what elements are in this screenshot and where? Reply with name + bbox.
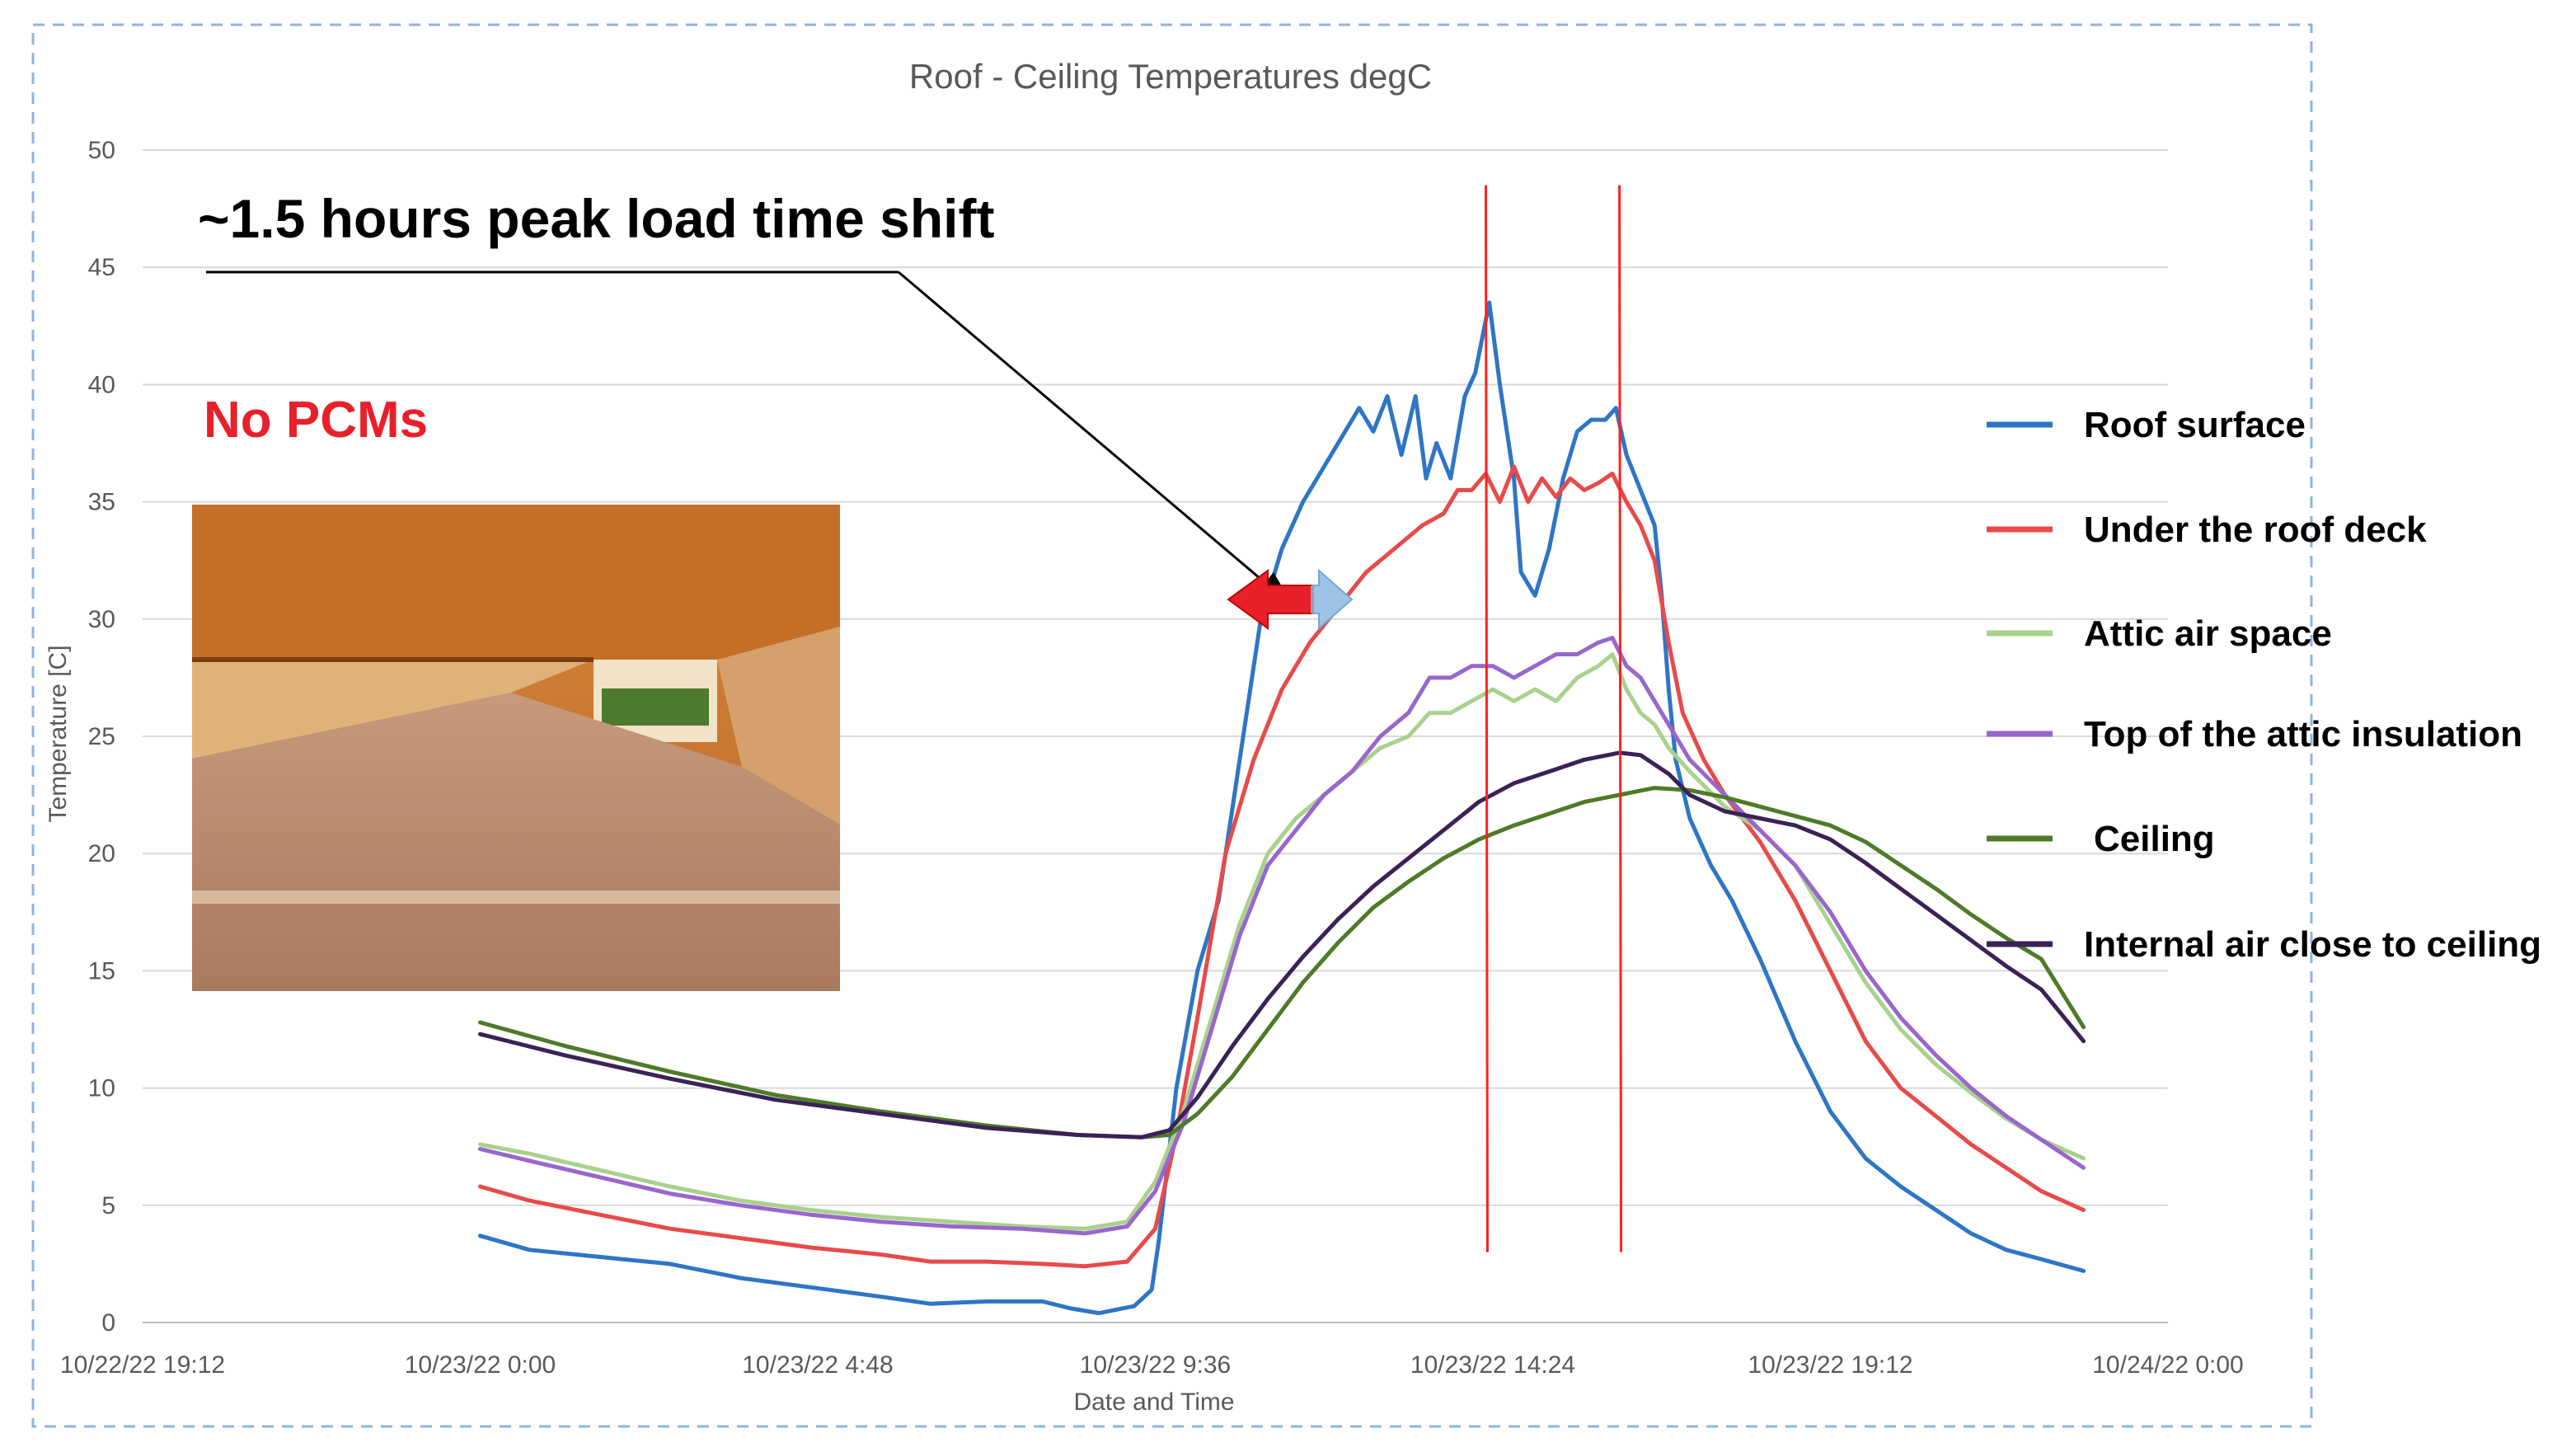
- peak-markers: [1484, 185, 1623, 1252]
- y-tick-label: 25: [88, 723, 115, 750]
- legend-label: Ceiling: [2094, 819, 2215, 859]
- x-tick-label: 10/23/22 0:00: [405, 1351, 556, 1379]
- y-tick-label: 10: [88, 1075, 115, 1102]
- y-tick-label: 40: [88, 371, 115, 398]
- y-axis-title: Temperature [C]: [45, 645, 72, 822]
- time-shift-annotation: ~1.5 hours peak load time shift: [198, 188, 994, 249]
- peak-marker-line: [1618, 185, 1623, 1252]
- x-tick-label: 10/23/22 14:24: [1410, 1351, 1575, 1379]
- y-tick-label: 30: [88, 606, 115, 633]
- series-line-0: [478, 300, 2086, 1316]
- y-tick-label: 15: [88, 957, 115, 984]
- series-line-3: [478, 636, 2086, 1236]
- x-tick-labels: 10/22/22 19:12 10/23/22 0:00 10/23/22 4:48…: [60, 1351, 2244, 1379]
- series-line-2: [478, 652, 2086, 1231]
- y-tick-label: 50: [88, 137, 115, 164]
- legend-label: Top of the attic insulation: [2084, 714, 2522, 754]
- y-tick-label: 0: [101, 1309, 115, 1337]
- time-shift-arrow: [1227, 568, 1354, 631]
- series-line-5: [478, 750, 2086, 1140]
- no-pcms-label: No PCMs: [204, 392, 428, 449]
- chart-frame: [31, 23, 2313, 1428]
- y-tick-label: 35: [88, 489, 115, 516]
- peak-marker-line: [1484, 185, 1489, 1252]
- legend-label: Roof surface: [2084, 405, 2306, 445]
- legend-label: Internal air close to ceiling: [2084, 924, 2541, 965]
- y-tick-label: 5: [101, 1192, 115, 1219]
- legend-label: Under the roof deck: [2084, 510, 2427, 550]
- y-tick-label: 20: [88, 840, 115, 867]
- chart-title: Roof - Ceiling Temperatures degC: [909, 57, 1432, 96]
- x-tick-label: 10/22/22 19:12: [60, 1351, 225, 1379]
- x-tick-label: 10/23/22 4:48: [742, 1351, 894, 1379]
- y-tick-label: 45: [88, 254, 115, 281]
- x-axis-title: Date and Time: [1073, 1389, 1234, 1416]
- x-tick-label: 10/23/22 19:12: [1748, 1351, 1912, 1379]
- y-tick-labels: 0 5 10 15 20 25 30 35 40 45 50: [88, 137, 115, 1337]
- x-tick-label: 10/24/22 0:00: [2092, 1351, 2244, 1379]
- x-tick-label: 10/23/22 9:36: [1080, 1351, 1232, 1379]
- series-lines: [478, 300, 2086, 1316]
- attic-photo: [192, 505, 840, 991]
- legend: Roof surface Under the roof deck Attic air…: [1987, 405, 2541, 965]
- legend-label: Attic air space: [2084, 613, 2332, 654]
